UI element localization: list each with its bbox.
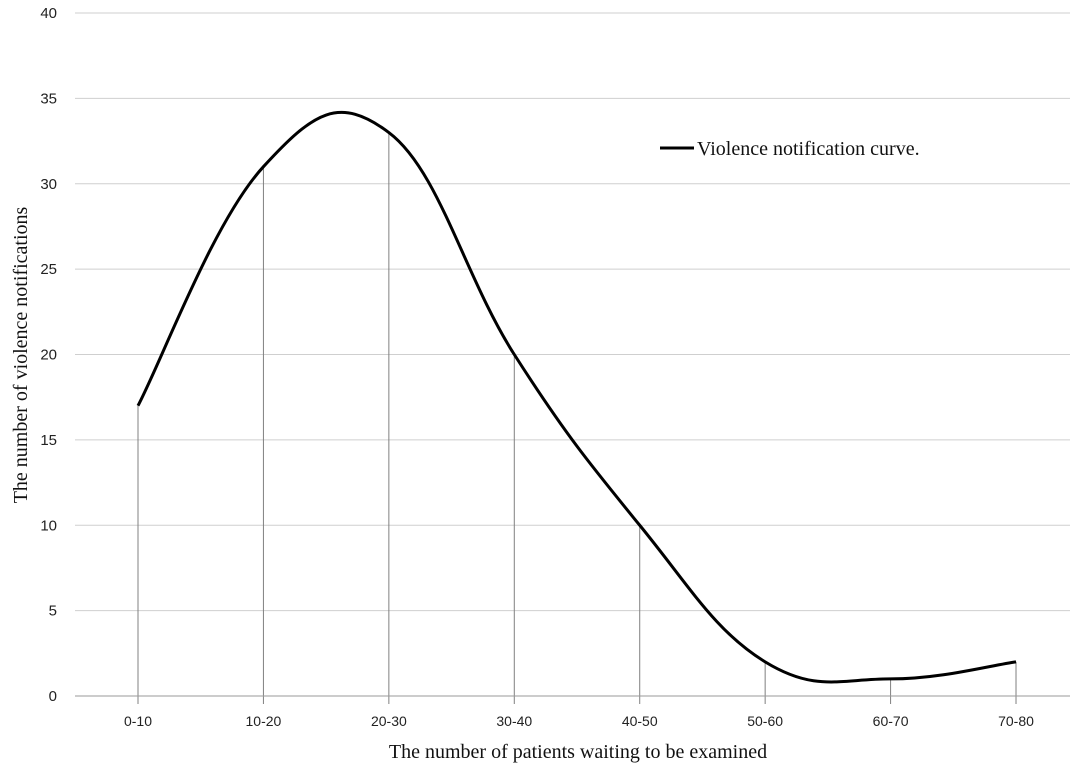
legend-label: Violence notification curve. (697, 138, 920, 160)
x-tick-label: 60-70 (873, 713, 909, 729)
y-tick-label: 0 (49, 688, 57, 705)
x-tick-labels: 0-10 10-20 20-30 30-40 40-50 50-60 60-70 70-80 (124, 713, 1034, 729)
y-tick-label: 40 (40, 5, 57, 22)
y-tick-label: 35 (40, 90, 57, 107)
y-tick-label: 5 (49, 603, 57, 620)
x-tick-label: 50-60 (747, 713, 783, 729)
x-tick-label: 20-30 (371, 713, 407, 729)
gridlines (75, 12, 1070, 612)
y-tick-label: 20 (40, 347, 57, 364)
y-tick-label: 30 (40, 176, 57, 193)
x-tick-label: 30-40 (496, 713, 532, 729)
x-tick-label: 40-50 (622, 713, 658, 729)
x-tick-label: 0-10 (124, 713, 152, 729)
y-tick-label: 15 (40, 432, 57, 449)
x-tick-label: 10-20 (246, 713, 282, 729)
y-tick-label: 25 (40, 261, 57, 278)
x-axis-title: The number of patients waiting to be exa… (389, 741, 767, 763)
violence-notification-curve (136, 110, 1017, 684)
x-tick-label: 70-80 (998, 713, 1034, 729)
y-axis-title: The number of violence notifications (10, 207, 32, 504)
drop-lines (137, 132, 1017, 704)
y-tick-label: 10 (40, 517, 57, 534)
y-tick-labels: 0 5 10 15 20 25 30 35 40 (40, 5, 57, 705)
legend: Violence notification curve. (660, 138, 920, 160)
